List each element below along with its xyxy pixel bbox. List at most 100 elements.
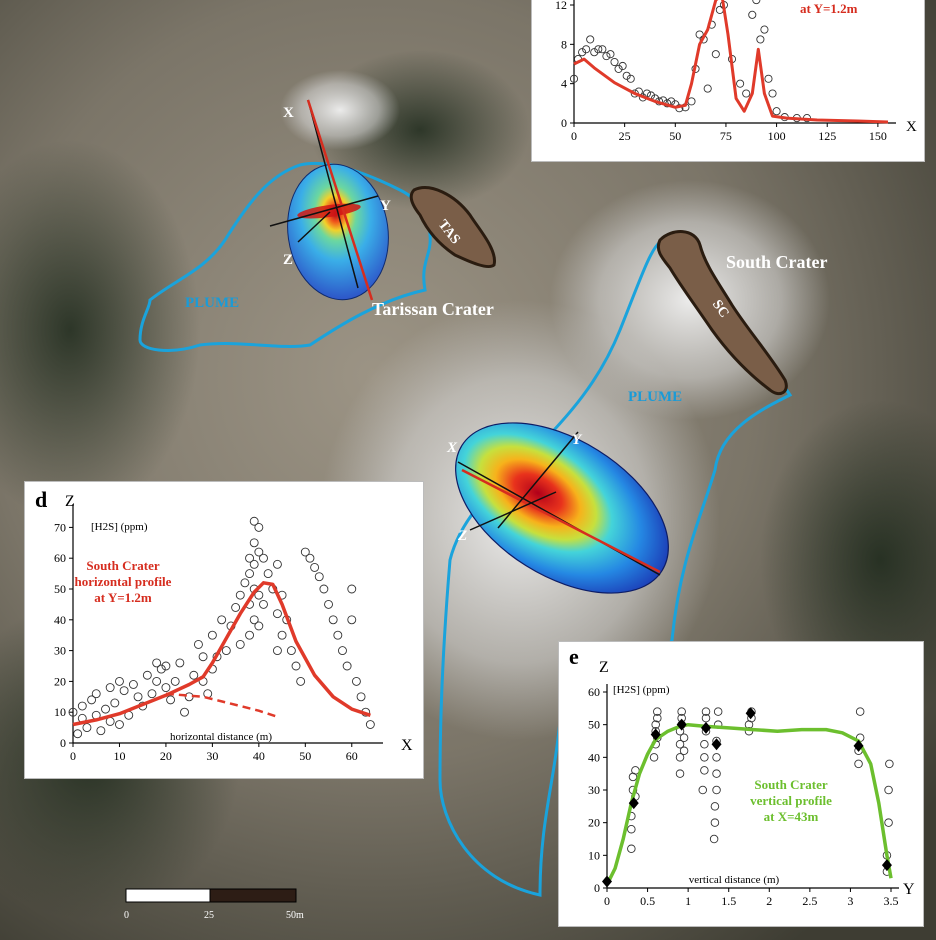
observation-point [175,658,185,668]
chart-top-plot: 0 25 50 75 100 125 150 0 4 8 12 [555,0,896,143]
observation-point [712,753,721,762]
observation-point [272,609,282,619]
observation-point [578,48,587,57]
observation-point [748,10,757,19]
label-plume-left: PLUME [185,295,239,311]
observation-point [254,547,264,557]
mean-point [602,875,612,888]
panel-top-chart: at Y=1.2m X 0 25 50 75 100 125 150 0 4 8 12 [531,0,925,162]
z-axis-letter: Z [65,493,75,510]
x-tick-label: 0 [571,129,577,143]
observation-point [240,578,250,588]
observation-point [338,646,347,656]
observation-point [333,630,343,640]
mean-point [628,797,639,810]
observation-point [675,753,685,762]
observation-point [115,720,124,729]
observation-point [119,686,129,696]
observation-point [582,45,591,54]
observation-point [115,676,124,686]
y-tick-label: 20 [588,816,600,830]
chart-title-line: vertical profile [750,793,832,808]
observation-point [82,723,92,733]
observation-point [677,707,686,716]
x-tick-label: 40 [253,749,265,763]
observation-point [622,71,631,80]
chart-title-line: South Crater [754,777,828,792]
scale-bar: 0 25 50m [124,888,304,921]
chart-title-line: horizontal profile [75,574,172,589]
observation-point [764,74,773,83]
x-tick-label: 60 [346,749,358,763]
x-tick-label: 10 [113,749,125,763]
observation-point [235,590,245,600]
observation-point [319,584,329,594]
observation-point [675,769,685,778]
chart-title-line: at X=43m [764,809,819,824]
scale-tick-label: 25 [204,910,214,921]
model-line [605,722,893,886]
observation-point [356,692,366,702]
observation-point [885,759,894,769]
observation-point [742,89,751,98]
observation-point [87,695,97,705]
forest-area [0,140,200,520]
observation-point [128,680,138,689]
y-tick-label: 20 [54,674,66,688]
y-tick-label: 0 [561,116,567,130]
observation-point [679,746,689,756]
chart-d-plot: 0 10 20 30 40 50 60 0 10 20 30 40 50 60 70 [54,504,383,763]
observation-point [263,569,273,579]
observation-point [272,559,282,569]
axis-y-label: Y [572,432,583,448]
observation-point [586,35,595,44]
observation-point [193,639,203,649]
unit-label: [H2S] (ppm) [613,684,670,696]
axis-x-label: X [283,105,294,121]
observation-point [259,553,268,563]
x-tick-label: 0 [70,749,76,763]
panel-e-chart: e Z [H2S] (ppm) South Crater vertical pr… [558,641,924,927]
observation-point [653,707,662,716]
mean-point [700,721,711,734]
observation-point [101,704,110,714]
observation-point [627,824,636,834]
observation-point [142,670,152,680]
observation-point [594,45,603,54]
x-tick-label: 0 [604,894,610,908]
x-tick-label: 2.5 [802,894,817,908]
unit-label: [H2S] (ppm) [91,521,148,533]
panel-letter: d [35,487,47,512]
mean-point [676,718,687,731]
label-south-crater: South Crater [726,252,828,272]
observation-point [700,740,709,749]
observation-point [884,818,893,827]
y-tick-label: 60 [54,551,66,565]
observation-point [701,707,711,716]
x-tick-label: 30 [206,749,218,763]
observation-point [653,713,662,723]
observation-point [254,590,264,600]
x-tick-label: 100 [768,129,786,143]
axis-y-line [269,195,379,227]
y-tick-label: 0 [594,881,600,895]
x-tick-label: 50 [299,749,311,763]
y-tick-label: 10 [588,848,600,862]
profile-line-tarissan [306,99,374,301]
observation-point [189,670,199,680]
observation-point [347,584,357,594]
observation-point [291,661,301,671]
x-axis-label: vertical distance (m) [689,874,780,886]
observation-point [147,689,157,699]
observation-point [245,569,255,579]
observation-point [606,50,615,59]
observation-point [217,615,227,625]
observation-point [687,97,696,106]
observation-point [590,48,599,57]
x-tick-label: 1.5 [721,894,736,908]
crater-south [656,230,788,396]
observation-point [698,785,707,795]
observation-point [221,646,231,656]
observation-point [305,553,315,563]
y-tick-label: 30 [588,783,600,797]
